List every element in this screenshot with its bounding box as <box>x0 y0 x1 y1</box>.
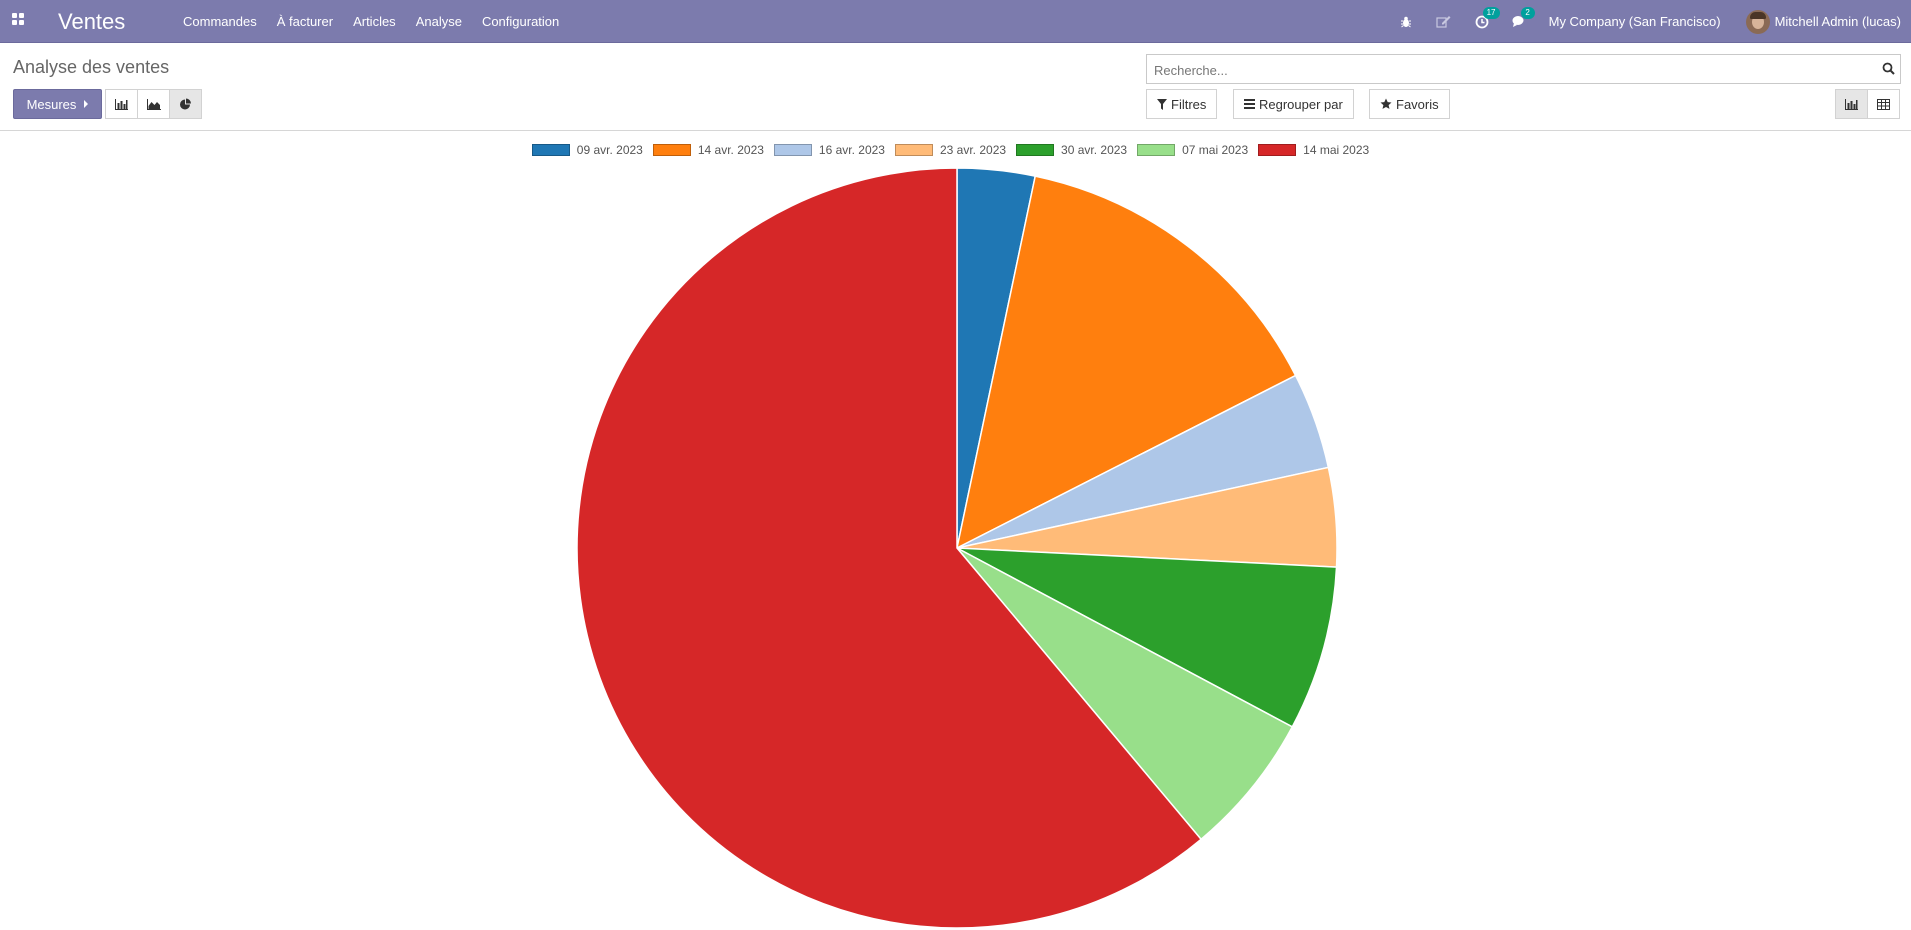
pie-slice[interactable] <box>576 167 1203 929</box>
bar-chart-icon <box>1845 98 1858 110</box>
filters-label: Filtres <box>1171 96 1207 112</box>
messages-icon[interactable]: 2 <box>1511 6 1535 31</box>
legend-label: 23 avr. 2023 <box>939 143 1007 157</box>
menu-configuration[interactable]: Configuration <box>481 14 560 29</box>
pie-slice[interactable] <box>955 175 1297 550</box>
pie-slice[interactable] <box>956 547 1338 728</box>
activity-count-badge: 17 <box>1482 6 1500 19</box>
legend-label: 14 avr. 2023 <box>697 143 764 157</box>
menu-analyse[interactable]: Analyse <box>415 14 462 29</box>
bar-chart-icon <box>115 98 128 110</box>
menu-a-facturer[interactable]: À facturer <box>276 14 334 29</box>
pivot-view-button[interactable] <box>1867 89 1900 119</box>
legend-label: 16 avr. 2023 <box>818 143 885 157</box>
list-icon <box>1244 99 1255 109</box>
avatar <box>1745 9 1770 34</box>
messages-count-badge: 2 <box>1520 6 1535 19</box>
filters-button[interactable]: Filtres <box>1146 89 1218 119</box>
control-panel: Analyse des ventes Mesures Filtres Regro… <box>0 43 1911 131</box>
legend-label: 07 mai 2023 <box>1182 143 1249 157</box>
groupby-button[interactable]: Regrouper par <box>1233 89 1354 119</box>
menu-commandes[interactable]: Commandes <box>183 14 257 29</box>
user-name: Mitchell Admin (lucas) <box>1774 14 1901 29</box>
legend-swatch <box>773 144 812 156</box>
legend-item[interactable]: 09 avr. 2023 <box>531 143 643 157</box>
chart-legend: 09 avr. 2023 14 avr. 2023 16 avr. 2023 23 a… <box>0 143 1911 157</box>
legend-label: 09 avr. 2023 <box>576 143 643 157</box>
measures-button[interactable]: Mesures <box>13 89 102 119</box>
legend-item[interactable]: 07 mai 2023 <box>1137 143 1248 157</box>
activity-clock-icon[interactable]: 17 <box>1473 6 1500 31</box>
search-input[interactable] <box>1152 56 1856 84</box>
legend-swatch <box>652 144 691 156</box>
star-icon <box>1380 98 1392 109</box>
user-menu[interactable]: Mitchell Admin (lucas) <box>1745 9 1901 34</box>
pie-slice[interactable] <box>956 547 1294 841</box>
filter-icon <box>1157 98 1167 110</box>
legend-swatch <box>1258 144 1297 156</box>
edit-icon[interactable] <box>1435 13 1453 31</box>
search-bar <box>1146 54 1901 84</box>
graph-view-button[interactable] <box>1835 89 1868 119</box>
main-menu: Commandes À facturer Articles Analyse Co… <box>183 0 579 43</box>
pie-chart-button[interactable] <box>169 89 202 119</box>
legend-label: 14 mai 2023 <box>1303 143 1370 157</box>
legend-swatch <box>1137 144 1176 156</box>
top-navbar: Ventes Commandes À facturer Articles Ana… <box>0 0 1911 43</box>
legend-swatch <box>531 144 570 156</box>
table-icon <box>1877 98 1890 110</box>
legend-swatch <box>1016 144 1055 156</box>
favorites-button[interactable]: Favoris <box>1369 89 1450 119</box>
legend-item[interactable]: 14 mai 2023 <box>1258 143 1369 157</box>
legend-item[interactable]: 23 avr. 2023 <box>894 143 1007 157</box>
caret-right-icon <box>84 100 89 108</box>
legend-label: 30 avr. 2023 <box>1061 143 1128 157</box>
legend-item[interactable]: 30 avr. 2023 <box>1016 143 1127 157</box>
company-switcher[interactable]: My Company (San Francisco) <box>1548 14 1721 29</box>
legend-item[interactable]: 14 avr. 2023 <box>652 143 764 157</box>
area-chart-icon <box>146 98 161 110</box>
groupby-label: Regrouper par <box>1259 96 1343 112</box>
bug-icon[interactable] <box>1397 13 1415 31</box>
apps-menu-icon[interactable] <box>12 13 28 29</box>
legend-item[interactable]: 16 avr. 2023 <box>773 143 885 157</box>
legend-swatch <box>894 144 933 156</box>
measures-label: Mesures <box>26 96 77 112</box>
systray: 17 2 My Company (San Francisco) Mitchell… <box>1397 0 1911 43</box>
favorites-label: Favoris <box>1396 96 1439 112</box>
app-title[interactable]: Ventes <box>58 9 126 34</box>
page-title: Analyse des ventes <box>13 57 170 77</box>
chart-mode-switcher <box>105 89 202 119</box>
menu-articles[interactable]: Articles <box>353 14 396 29</box>
search-icon[interactable] <box>1882 62 1895 80</box>
pie-chart-icon <box>180 98 191 109</box>
